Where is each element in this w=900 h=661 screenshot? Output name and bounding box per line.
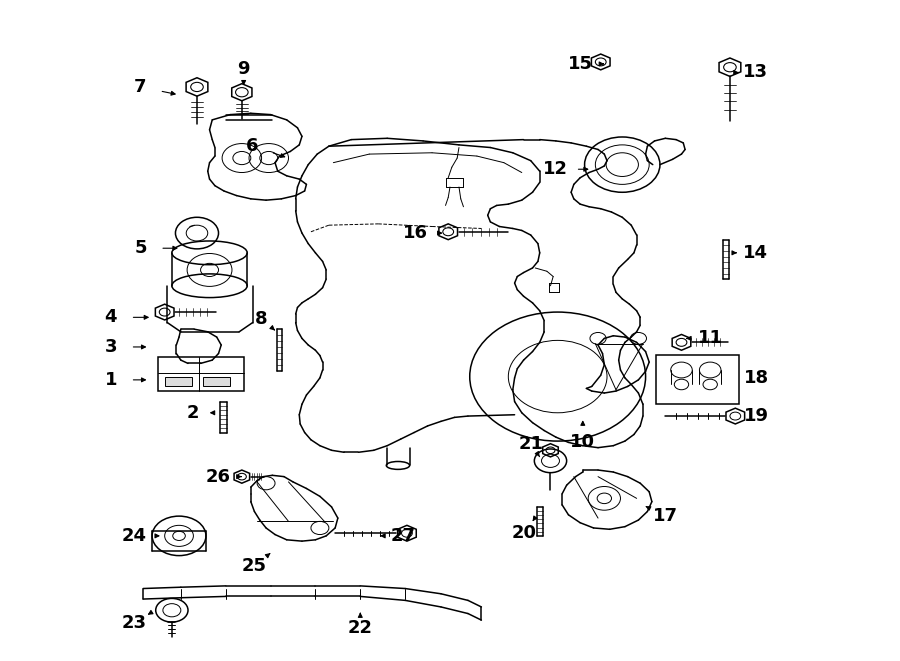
Text: 24: 24 bbox=[122, 527, 147, 545]
Bar bbox=[203, 377, 230, 387]
Text: 25: 25 bbox=[242, 557, 267, 575]
Text: 22: 22 bbox=[347, 619, 373, 637]
Text: 20: 20 bbox=[512, 524, 537, 542]
Text: 10: 10 bbox=[571, 434, 595, 451]
Text: 8: 8 bbox=[256, 309, 268, 328]
Text: 9: 9 bbox=[238, 59, 250, 77]
Text: 4: 4 bbox=[104, 308, 117, 327]
Text: 21: 21 bbox=[518, 435, 544, 453]
Text: 1: 1 bbox=[104, 371, 117, 389]
Text: 17: 17 bbox=[652, 507, 678, 525]
Text: 3: 3 bbox=[104, 338, 117, 356]
Bar bbox=[165, 377, 192, 387]
Text: 26: 26 bbox=[206, 467, 231, 486]
Text: 5: 5 bbox=[134, 239, 147, 257]
Text: 7: 7 bbox=[134, 78, 147, 96]
Text: 14: 14 bbox=[742, 244, 768, 262]
Text: 27: 27 bbox=[391, 527, 416, 545]
Text: 6: 6 bbox=[247, 137, 259, 155]
Bar bbox=[158, 357, 244, 391]
Text: 13: 13 bbox=[742, 63, 768, 81]
Text: 11: 11 bbox=[698, 329, 723, 348]
Bar bbox=[656, 355, 739, 405]
Text: 15: 15 bbox=[568, 55, 592, 73]
Text: 16: 16 bbox=[403, 224, 428, 242]
Text: 19: 19 bbox=[744, 407, 770, 425]
Text: 18: 18 bbox=[744, 369, 770, 387]
Text: 12: 12 bbox=[544, 160, 569, 178]
Text: 23: 23 bbox=[122, 615, 147, 633]
Text: 2: 2 bbox=[186, 404, 199, 422]
